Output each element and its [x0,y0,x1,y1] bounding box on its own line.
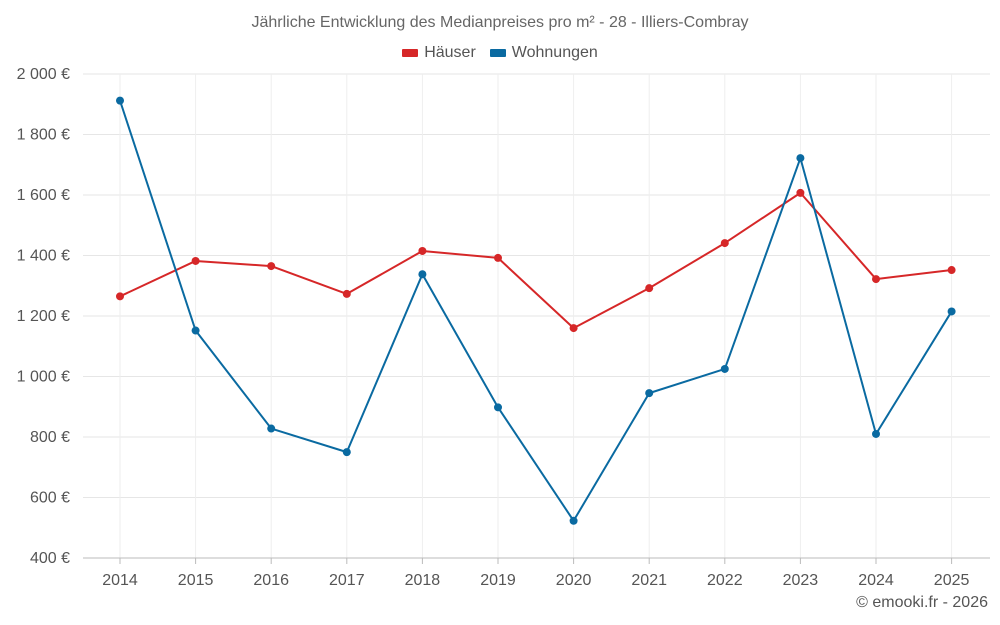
data-point-haeuser [947,266,956,275]
data-point-haeuser [191,256,200,265]
x-tick-label: 2018 [405,572,441,589]
data-point-wohnungen [116,96,124,105]
data-point-wohnungen [796,154,805,163]
legend-swatch-haeuser [402,49,419,57]
data-point-wohnungen [720,364,729,373]
legend-item-wohnungen[interactable]: Wohnungen [489,44,598,62]
data-point-haeuser [569,324,578,333]
legend: Häuser Wohnungen [0,44,1000,62]
data-point-wohnungen [645,389,654,398]
data-point-wohnungen [494,403,502,412]
chart-title: Jährliche Entwicklung des Medianpreises … [251,14,749,31]
data-point-haeuser [720,239,729,248]
y-tick-label: 1 800 € [17,127,70,144]
x-tick-label: 2017 [329,572,365,589]
x-tick-label: 2014 [102,572,138,589]
y-tick-label: 1 600 € [17,187,70,204]
y-tick-label: 600 € [30,490,70,507]
y-tick-label: 1 200 € [17,308,70,325]
x-tick-label: 2024 [858,572,894,589]
data-point-haeuser [796,188,805,197]
x-tick-label: 2019 [480,572,516,589]
legend-item-haeuser[interactable]: Häuser [402,44,476,62]
x-tick-label: 2015 [178,572,214,589]
data-point-wohnungen [569,516,578,525]
x-tick-label: 2016 [253,572,289,589]
x-tick-label: 2021 [631,572,667,589]
data-point-haeuser [645,284,654,293]
data-point-wohnungen [872,429,880,438]
credit-text: © emooki.fr - 2026 [856,594,988,611]
legend-swatch-wohnungen [489,49,506,57]
legend-label-wohnungen: Wohnungen [511,44,598,61]
data-point-wohnungen [267,424,276,433]
data-point-wohnungen [191,326,200,335]
data-point-haeuser [872,275,880,284]
series-line-haeuser [119,191,952,330]
y-tick-label: 800 € [30,429,70,446]
data-point-haeuser [267,262,276,271]
data-point-wohnungen [418,270,427,279]
data-point-wohnungen [342,448,351,457]
data-point-haeuser [418,246,427,255]
data-point-haeuser [342,289,351,298]
data-point-haeuser [116,292,124,301]
legend-label-haeuser: Häuser [424,44,476,61]
x-tick-label: 2022 [707,572,743,589]
y-tick-label: 2 000 € [17,66,70,83]
data-point-wohnungen [947,307,956,316]
y-tick-label: 1 400 € [17,248,70,265]
y-tick-label: 1 000 € [17,369,70,386]
data-point-haeuser [494,253,502,262]
series-line-wohnungen [119,100,953,522]
y-tick-label: 400 € [30,550,70,567]
x-tick-label: 2025 [934,572,970,589]
x-tick-label: 2020 [556,572,592,589]
x-tick-label: 2023 [783,572,819,589]
